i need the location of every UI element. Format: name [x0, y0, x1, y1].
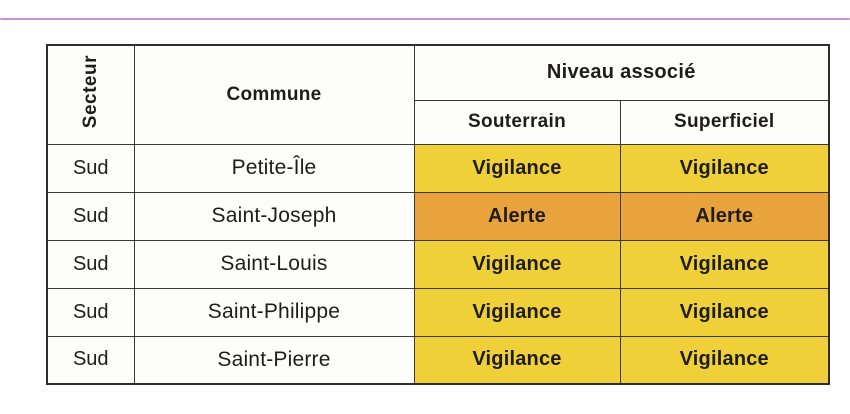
table-row: Sud Saint-Philippe Vigilance Vigilance: [46, 287, 830, 337]
table-row: Sud Petite-Île Vigilance Vigilance: [46, 143, 830, 193]
commune-cell: Petite-Île: [133, 143, 415, 193]
niveau-associe-header: Niveau associé: [413, 44, 830, 101]
superficiel-status-cell: Alerte: [619, 191, 830, 241]
table-row: Sud Saint-Joseph Alerte Alerte: [46, 191, 830, 241]
commune-cell: Saint-Philippe: [133, 287, 415, 337]
secteur-cell: Sud: [46, 335, 135, 385]
header-row-top: Secteur Commune Niveau associé: [46, 44, 830, 145]
table-body: Sud Petite-Île Vigilance Vigilance Sud S…: [46, 143, 830, 385]
commune-cell: Saint-Pierre: [133, 335, 415, 385]
table-row: Sud Saint-Louis Vigilance Vigilance: [46, 239, 830, 289]
header-row-sub: Souterrain Superficiel: [47, 99, 830, 145]
superficiel-status-cell: Vigilance: [619, 335, 830, 385]
superficiel-status-cell: Vigilance: [619, 239, 830, 289]
secteur-cell: Sud: [46, 287, 135, 337]
secteur-cell: Sud: [46, 143, 135, 193]
secteur-header-label: Secteur: [80, 55, 102, 129]
top-divider-rule: [0, 18, 850, 20]
souterrain-status-cell: Vigilance: [413, 287, 621, 337]
souterrain-status-cell: Alerte: [413, 191, 621, 241]
secteur-column-header: Secteur: [46, 44, 135, 145]
superficiel-column-header: Superficiel: [619, 99, 830, 145]
superficiel-status-cell: Vigilance: [619, 287, 830, 337]
commune-cell: Saint-Joseph: [133, 191, 415, 241]
table-row: Sud Saint-Pierre Vigilance Vigilance: [46, 335, 830, 385]
commune-cell: Saint-Louis: [133, 239, 415, 289]
souterrain-column-header: Souterrain: [413, 99, 621, 145]
souterrain-status-cell: Vigilance: [413, 143, 621, 193]
superficiel-status-cell: Vigilance: [619, 143, 830, 193]
souterrain-status-cell: Vigilance: [413, 335, 621, 385]
secteur-cell: Sud: [46, 239, 135, 289]
commune-column-header: Commune: [133, 44, 415, 145]
water-alert-table: Secteur Commune Niveau associé Souterrai…: [46, 44, 831, 385]
souterrain-status-cell: Vigilance: [413, 239, 621, 289]
secteur-cell: Sud: [46, 191, 135, 241]
table-header: Secteur Commune Niveau associé Souterrai…: [46, 44, 830, 145]
